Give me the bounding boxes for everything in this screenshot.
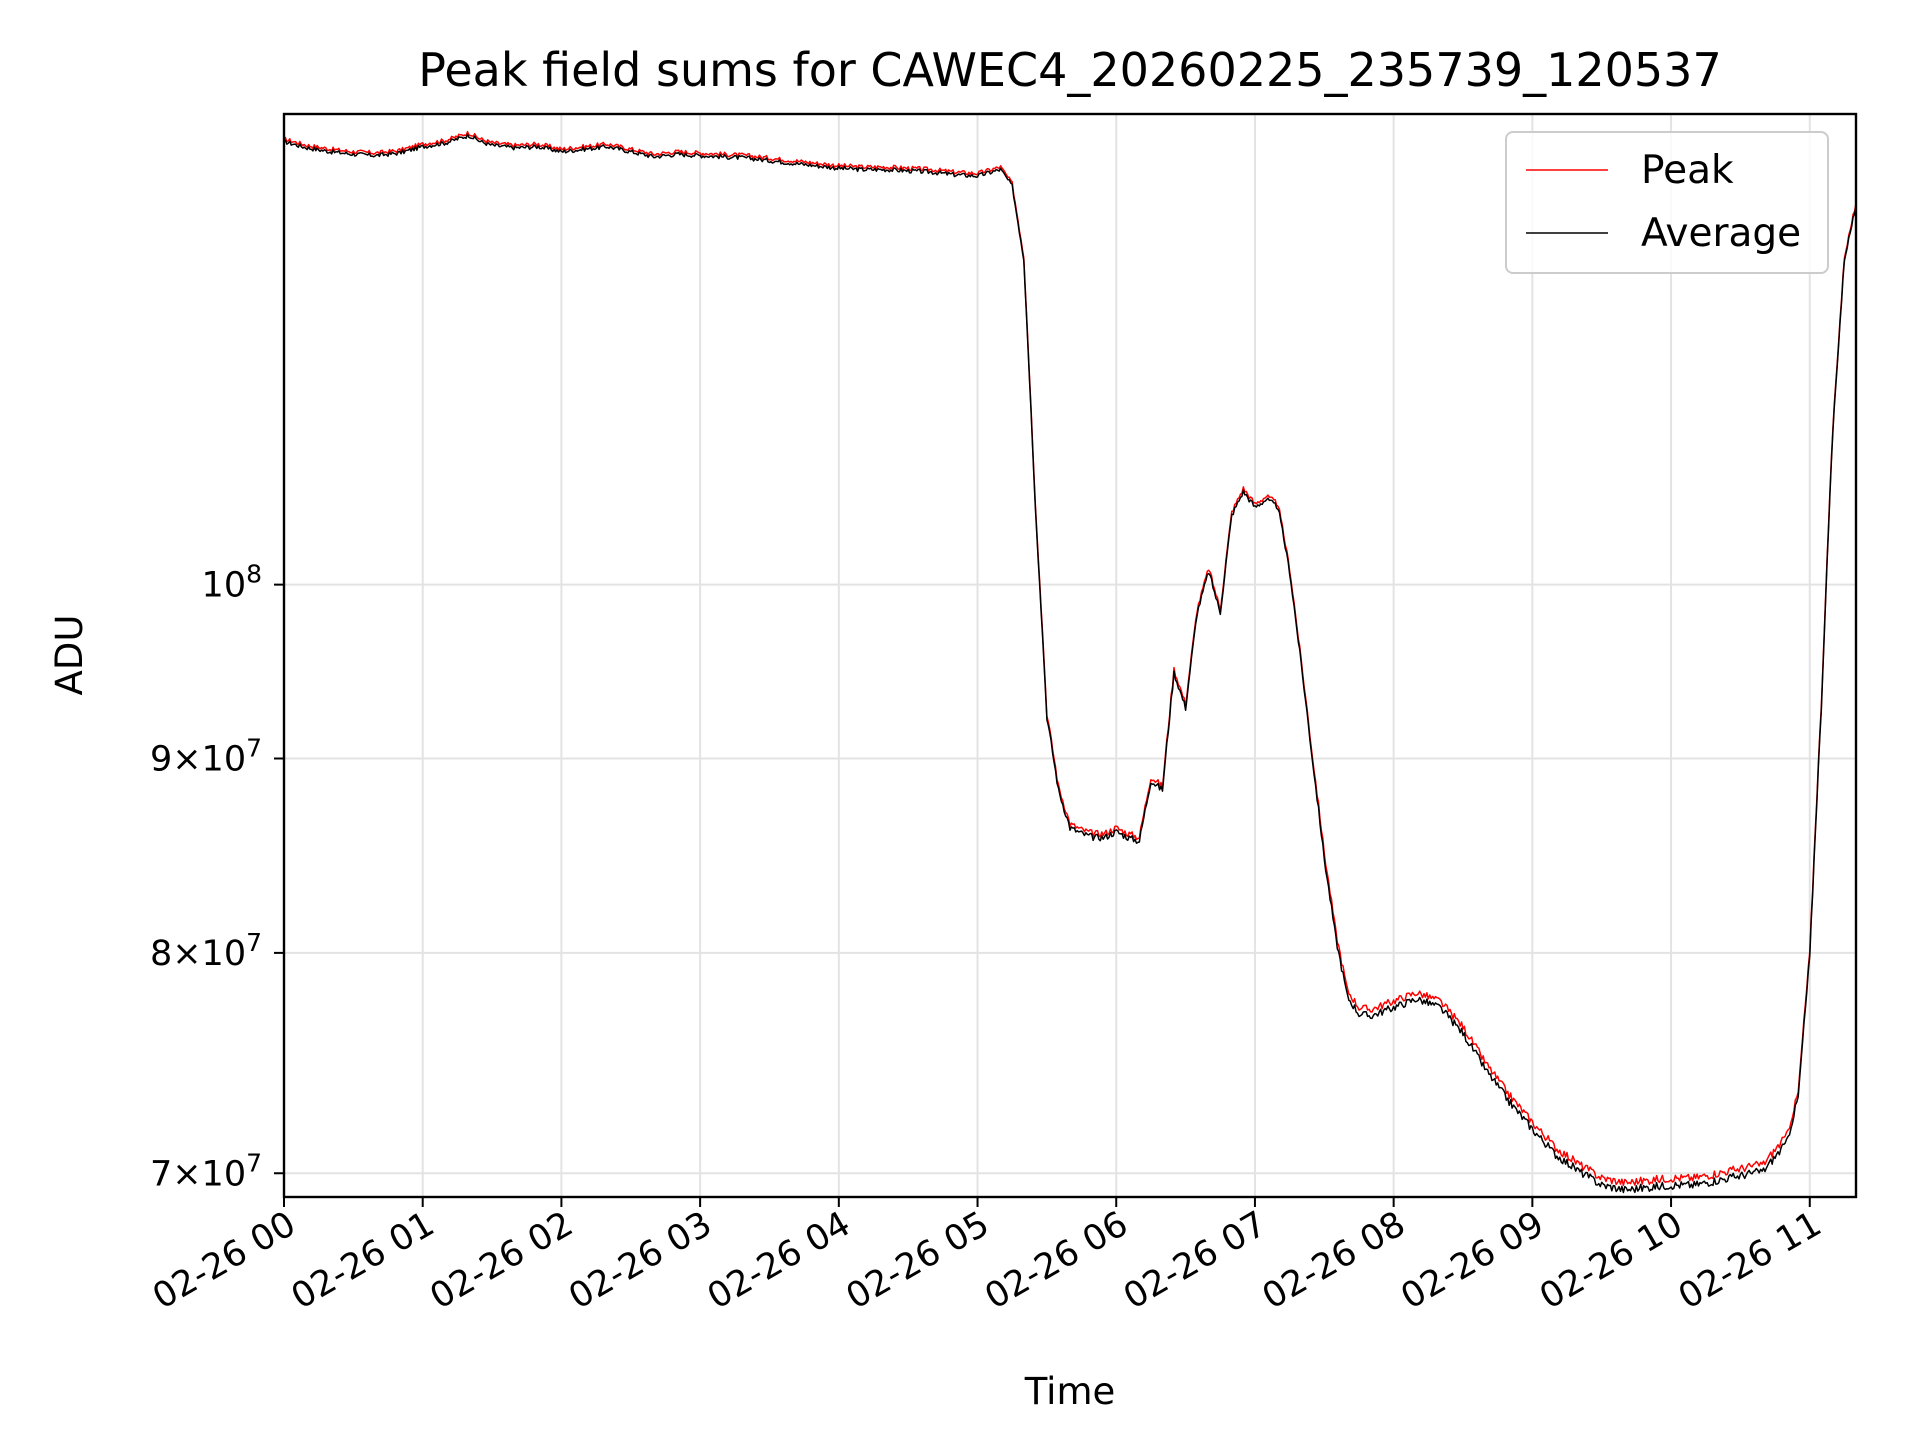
plot-frame xyxy=(282,112,1858,1199)
legend-box xyxy=(1505,131,1829,274)
series-lines xyxy=(283,130,1857,1194)
legend: Peak Average xyxy=(1505,131,1829,274)
x-axis-label: Time xyxy=(1024,1370,1116,1413)
grid xyxy=(283,114,1856,1197)
y-tick-label: 7×107 xyxy=(150,1148,262,1194)
y-axis-ticks: 7×107 8×107 9×107 108 xyxy=(150,560,284,1194)
legend-peak-label: Peak xyxy=(1641,148,1734,193)
y-tick-label: 8×107 xyxy=(150,928,262,974)
y-tick-label: 108 xyxy=(202,560,262,606)
y-axis-label: ADU xyxy=(48,615,91,696)
legend-average-label: Average xyxy=(1641,211,1801,256)
average-series-line xyxy=(283,133,1857,1194)
y-tick-label: 9×107 xyxy=(150,734,262,780)
chart-title: Peak field sums for CAWEC4_20260225_2357… xyxy=(418,43,1721,97)
